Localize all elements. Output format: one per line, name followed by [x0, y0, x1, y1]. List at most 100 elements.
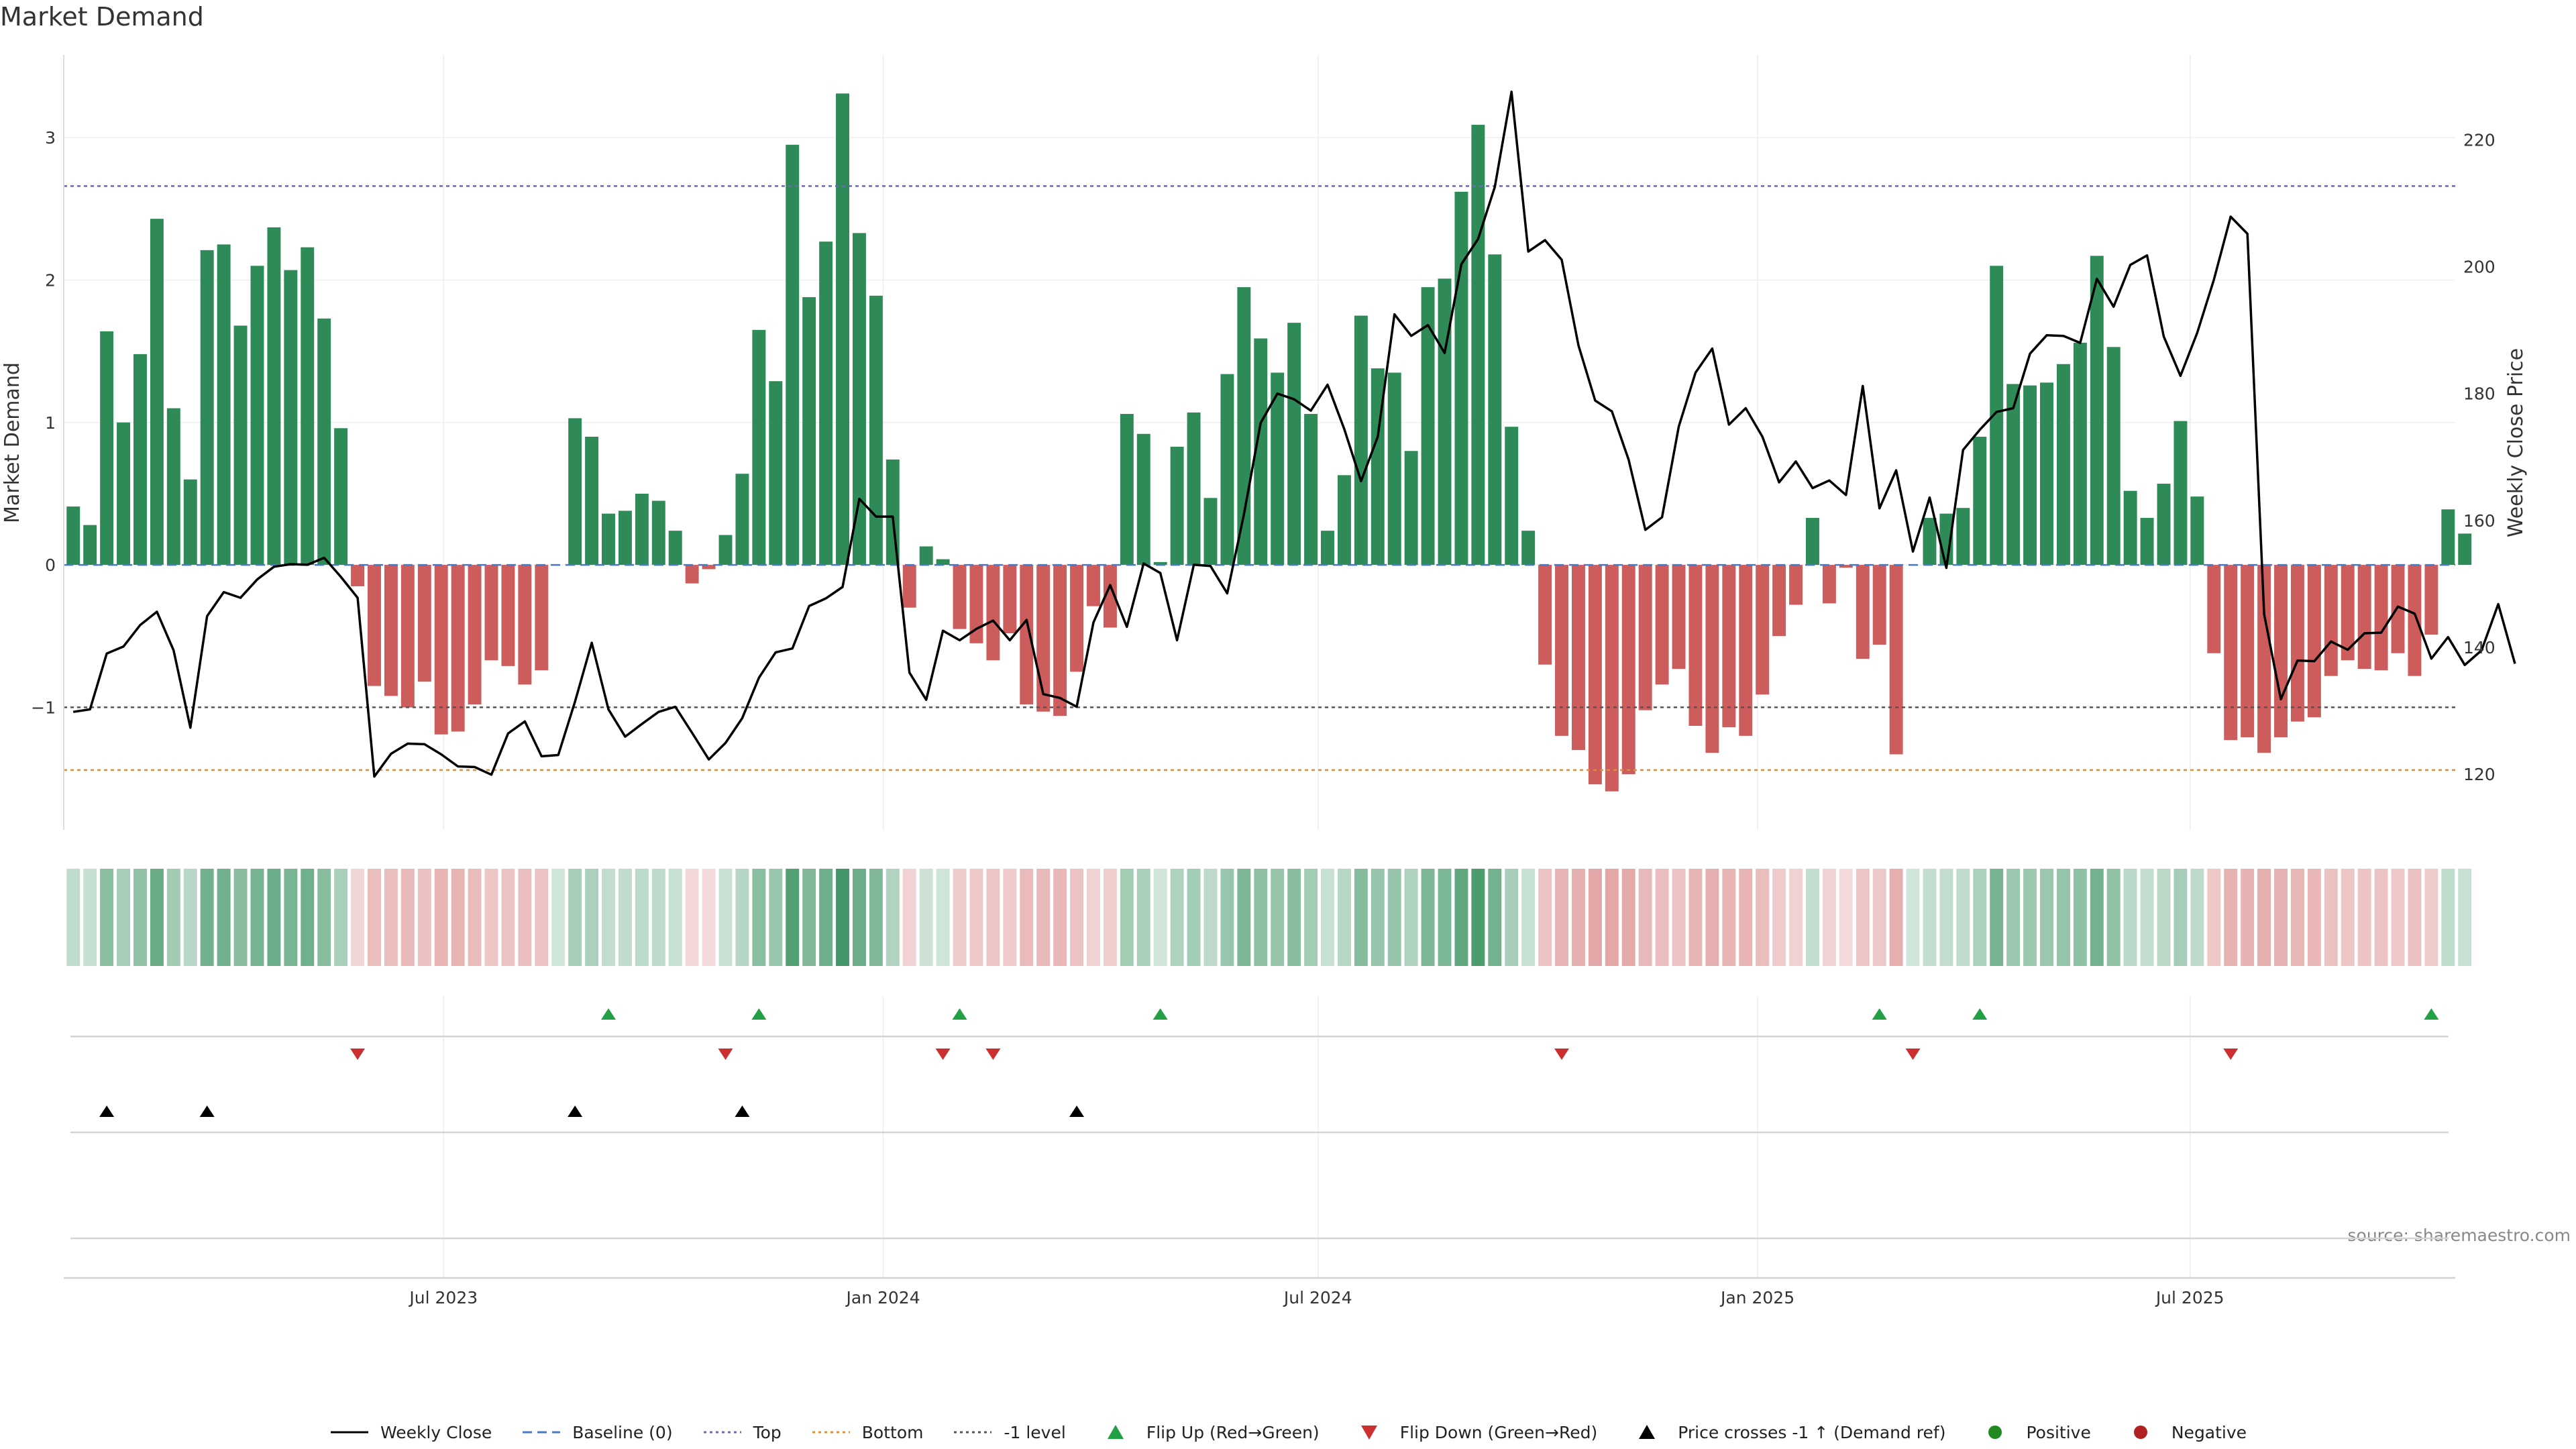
heat-cell — [368, 869, 381, 966]
demand-bar — [1990, 266, 2004, 566]
heat-cell — [1906, 869, 1920, 966]
weekly-close-line — [72, 91, 2516, 778]
legend-item-baseline: Baseline (0) — [521, 1423, 673, 1442]
heat-cell — [2090, 869, 2104, 966]
demand-bar — [2006, 384, 2021, 566]
flip-down-marker — [1905, 1049, 1921, 1060]
demand-bar — [1872, 565, 1886, 645]
demand-bar — [1538, 565, 1552, 665]
demand-bar — [2408, 565, 2422, 676]
demand-bar — [1454, 191, 1468, 566]
demand-bar — [2290, 565, 2304, 722]
heat-cell — [1638, 869, 1652, 966]
heat-cell — [501, 869, 515, 966]
heat-cell — [2408, 869, 2422, 966]
heat-cell — [1939, 869, 1953, 966]
demand-bar — [1822, 565, 1836, 604]
heat-cell — [2257, 869, 2271, 966]
demand-bar — [2274, 565, 2288, 737]
heat-cell — [2157, 869, 2171, 966]
demand-bar — [150, 219, 164, 566]
demand-bar — [400, 565, 415, 708]
heat-cell — [2023, 869, 2037, 966]
heat-cell — [518, 869, 532, 966]
demand-bar — [718, 535, 733, 566]
y-axis-label-left: Market Demand — [1, 362, 24, 523]
demand-bar — [1505, 427, 1519, 566]
heat-cell — [1187, 869, 1201, 966]
heat-cell — [969, 869, 983, 966]
heat-cell — [1521, 869, 1536, 966]
heat-cell — [602, 869, 615, 966]
heat-cell — [2290, 869, 2304, 966]
heat-cell — [133, 869, 147, 966]
source-note: source: sharemaestro.com — [2348, 1226, 2571, 1245]
demand-bar — [1973, 437, 1987, 566]
heat-cell — [2190, 869, 2204, 966]
heat-cell — [400, 869, 415, 966]
heat-cell — [2307, 869, 2321, 966]
demand-bar — [2040, 382, 2053, 566]
y-tick-label-left: 0 — [45, 555, 56, 575]
heat-cell — [1120, 869, 1134, 966]
demand-bar — [1438, 278, 1452, 566]
flip-down-marker — [935, 1049, 951, 1060]
demand-bar — [2458, 533, 2472, 566]
flip-up-marker — [1972, 1008, 1988, 1020]
heat-cell — [217, 869, 231, 966]
y-tick-label-right: 180 — [2463, 384, 2496, 404]
demand-bar — [685, 565, 699, 584]
demand-bar — [919, 546, 933, 566]
demand-bar — [1655, 565, 1669, 685]
price-cross-marker — [199, 1106, 215, 1117]
demand-bar — [1588, 565, 1602, 785]
demand-bar — [819, 241, 833, 566]
demand-bar — [2424, 565, 2438, 635]
y-tick-label-right: 140 — [2463, 638, 2496, 657]
heat-cell — [1505, 869, 1519, 966]
heat-cell — [1237, 869, 1251, 966]
demand-bar — [1806, 518, 1819, 566]
heat-cell — [1772, 869, 1786, 966]
heat-cell — [2441, 869, 2455, 966]
demand-bar — [885, 459, 900, 566]
flip-down-marker — [2223, 1049, 2239, 1060]
flip-up-marker — [1872, 1008, 1887, 1020]
heat-cell — [1271, 869, 1285, 966]
demand-bar — [585, 437, 599, 566]
heat-cell — [836, 869, 850, 966]
demand-bar — [1638, 565, 1652, 710]
heat-cell — [1454, 869, 1468, 966]
flip-up-marker — [952, 1008, 967, 1020]
demand-bar — [836, 93, 850, 566]
demand-bar — [1103, 565, 1117, 628]
demand-bar — [117, 422, 131, 566]
heat-cell — [1705, 869, 1719, 966]
demand-bar — [869, 295, 883, 566]
demand-bar — [2073, 342, 2087, 566]
heat-cell — [1923, 869, 1937, 966]
heat-cell — [1053, 869, 1067, 966]
heat-cell — [200, 869, 214, 966]
heat-cell — [334, 869, 348, 966]
heat-cell — [936, 869, 950, 966]
demand-bar — [2123, 490, 2137, 566]
heat-cell — [1254, 869, 1268, 966]
x-tick-label: Jul 2023 — [408, 1288, 478, 1307]
demand-bar — [2190, 496, 2204, 566]
heat-cell — [769, 869, 783, 966]
heat-cell — [2391, 869, 2405, 966]
heat-cell — [735, 869, 749, 966]
legend-label: Flip Down (Green→Red) — [1399, 1422, 1598, 1442]
demand-bar — [1488, 254, 1502, 566]
demand-bar — [368, 565, 381, 686]
heat-cell — [301, 869, 315, 966]
x-tick-label: Jan 2024 — [845, 1288, 920, 1307]
heat-cell — [1488, 869, 1502, 966]
demand-bar — [1571, 565, 1585, 751]
heat-cell — [2374, 869, 2388, 966]
demand-bar — [651, 500, 665, 566]
demand-bar — [2174, 421, 2188, 566]
heat-cell — [2324, 869, 2338, 966]
legend-label: -1 level — [1004, 1422, 1066, 1442]
